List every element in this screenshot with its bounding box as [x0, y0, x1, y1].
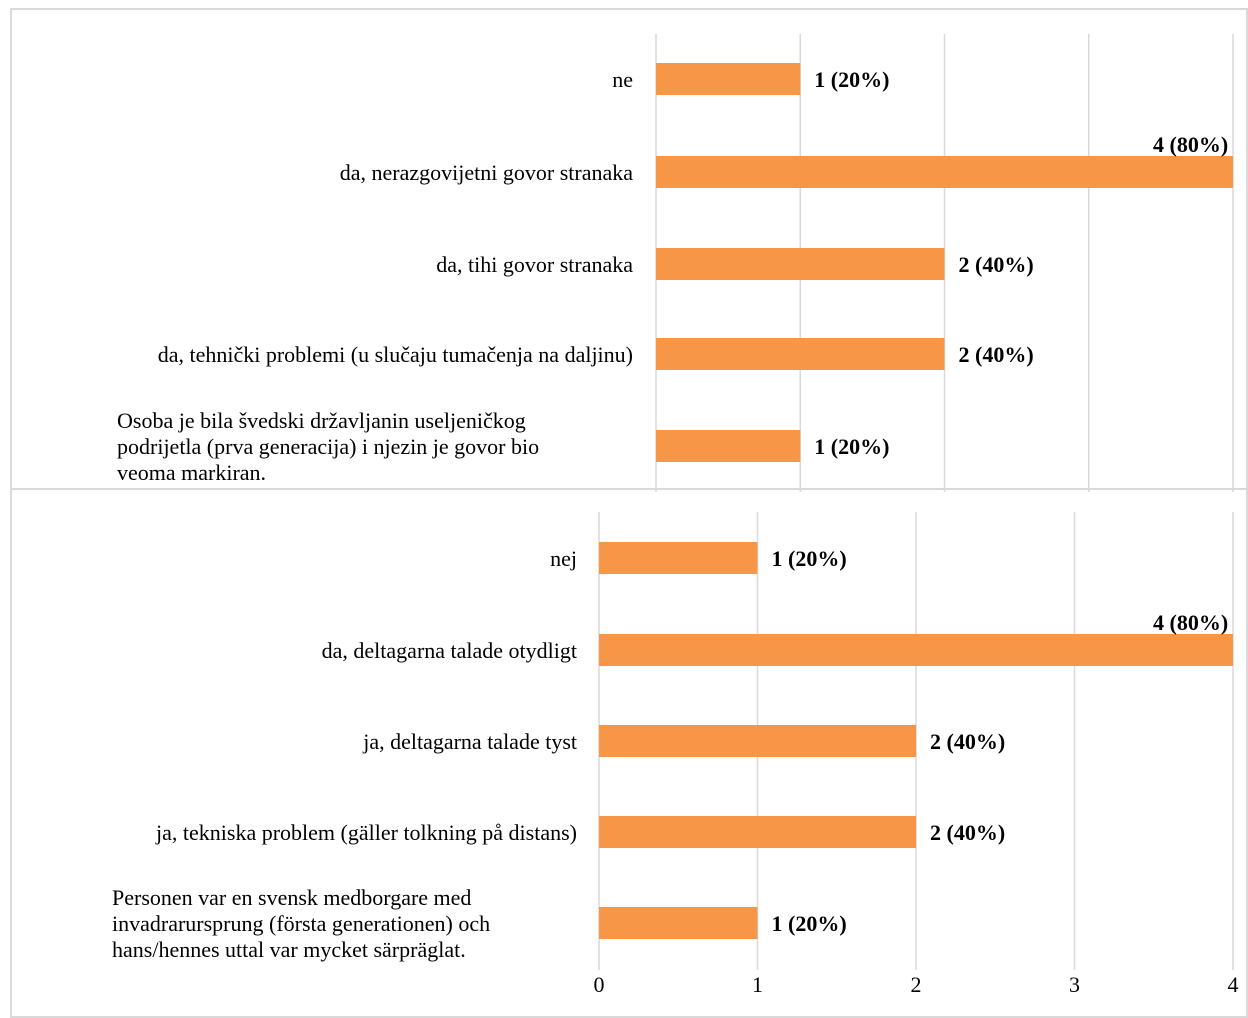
bottom-data-label-4: 1 (20%) — [772, 911, 847, 936]
top-data-label-1: 4 (80%) — [1153, 132, 1228, 157]
bottom-bar-3 — [599, 816, 916, 848]
bottom-category-label-4-line-2: hans/hennes uttal var mycket särpräglat. — [112, 937, 466, 962]
top-bar-4 — [656, 430, 801, 462]
bottom-category-label-0: nej — [550, 546, 577, 571]
bottom-bar-1 — [599, 634, 1233, 666]
bottom-x-tick-0: 0 — [594, 972, 605, 997]
bottom-data-label-1: 4 (80%) — [1153, 610, 1228, 635]
top-bar-3 — [656, 338, 945, 370]
top-data-label-2: 2 (40%) — [959, 252, 1034, 277]
bottom-data-label-2: 2 (40%) — [930, 729, 1005, 754]
bottom-category-label-3: ja, tekniska problem (gäller tolkning på… — [155, 820, 577, 845]
top-category-label-1: da, nerazgovijetni govor stranaka — [340, 160, 633, 185]
top-category-label-4-line-2: veoma markiran. — [117, 460, 266, 485]
bottom-bar-2 — [599, 725, 916, 757]
top-data-label-0: 1 (20%) — [814, 67, 889, 92]
top-bar-0 — [656, 63, 801, 95]
bottom-x-tick-1: 1 — [752, 972, 763, 997]
bottom-x-tick-4: 4 — [1228, 972, 1239, 997]
bottom-category-label-2: ja, deltagarna talade tyst — [362, 729, 577, 754]
top-bar-1 — [656, 156, 1233, 188]
top-data-label-4: 1 (20%) — [814, 434, 889, 459]
top-category-label-2: da, tihi govor stranaka — [436, 252, 633, 277]
bottom-data-label-0: 1 (20%) — [772, 546, 847, 571]
top-bar-2 — [656, 248, 945, 280]
bottom-bar-0 — [599, 542, 758, 574]
bottom-x-tick-3: 3 — [1069, 972, 1080, 997]
top-category-label-4-line-0: Osoba je bila švedski državljanin uselje… — [117, 408, 526, 433]
top-data-label-3: 2 (40%) — [959, 342, 1034, 367]
bottom-data-label-3: 2 (40%) — [930, 820, 1005, 845]
top-category-label-3: da, tehnički problemi (u slučaju tumačen… — [158, 342, 633, 367]
bottom-category-label-4-line-0: Personen var en svensk medborgare med — [112, 885, 471, 910]
top-category-label-0: ne — [612, 67, 633, 92]
bottom-x-tick-2: 2 — [911, 972, 922, 997]
bottom-category-label-1: da, deltagarna talade otydligt — [322, 638, 577, 663]
top-category-label-4-line-1: podrijetla (prva generacija) i njezin je… — [117, 434, 539, 459]
bottom-category-label-4-line-1: invadrarursprung (första generationen) o… — [112, 911, 490, 936]
bottom-bar-4 — [599, 907, 758, 939]
chart-panel-croatian — [10, 8, 1248, 538]
